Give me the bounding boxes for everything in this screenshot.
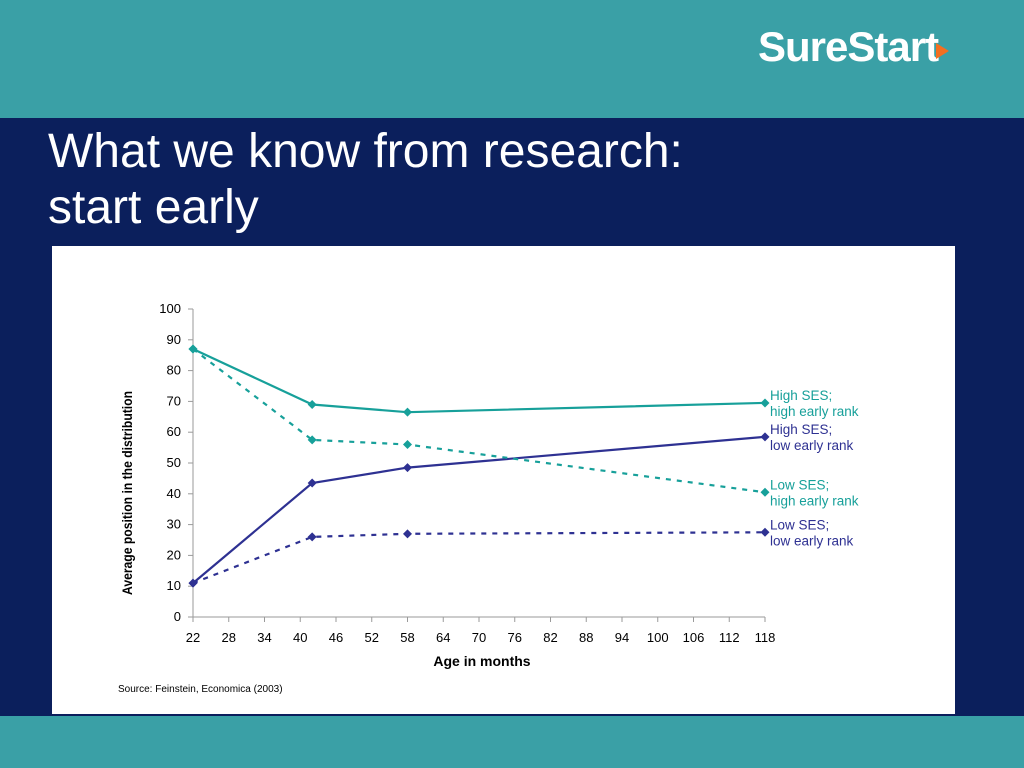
slide-title: What we know from research: start early (48, 124, 948, 236)
footer-band (0, 716, 1024, 768)
x-tick-label: 70 (472, 630, 486, 645)
y-tick-label: 50 (167, 455, 181, 470)
x-tick-label: 34 (257, 630, 271, 645)
data-point-marker (188, 578, 198, 588)
header-band (0, 0, 1024, 118)
y-tick-label: 40 (167, 486, 181, 501)
data-point-marker (188, 344, 198, 354)
data-point-marker (403, 529, 412, 539)
y-tick-label: 30 (167, 517, 181, 532)
x-tick-label: 64 (436, 630, 450, 645)
line-chart: 0 10 20 30 40 50 60 70 80 90 100 22 28 34 40 46 52 58 64 70… (119, 301, 859, 669)
x-tick-label: 28 (222, 630, 236, 645)
data-point-marker (403, 440, 412, 450)
data-point-marker (760, 398, 770, 408)
data-point-marker (307, 435, 317, 445)
legend-label-3-line2: high early rank (770, 493, 859, 508)
x-tick-label: 58 (400, 630, 414, 645)
y-tick-label: 90 (167, 332, 181, 347)
surestart-logo: Sure Start (758, 22, 950, 72)
data-point-marker (307, 532, 317, 542)
y-tick-label: 80 (167, 363, 181, 378)
x-tick-label: 88 (579, 630, 593, 645)
logo-text-sure: Sure (758, 23, 848, 70)
legend-label-1-line1: High SES; (770, 388, 832, 403)
data-point-marker (307, 478, 317, 488)
x-tick-label: 52 (365, 630, 379, 645)
data-point-marker (760, 432, 770, 442)
series-line-1 (192, 348, 766, 414)
x-tick-label: 82 (543, 630, 557, 645)
y-tick-label: 100 (159, 301, 181, 316)
x-tick-label: 76 (508, 630, 522, 645)
y-tick-label: 70 (167, 393, 181, 408)
data-point-marker (403, 407, 412, 417)
series-line-3 (192, 348, 766, 494)
y-tick-label: 20 (167, 547, 181, 562)
data-point-marker (760, 527, 770, 537)
slide-title-line1: What we know from research: (48, 125, 683, 178)
slide-title-line2: start early (48, 181, 259, 234)
legend-label-3-line1: Low SES; (770, 477, 829, 492)
y-axis-title: Average position in the distribution (119, 391, 135, 595)
data-point-marker (307, 399, 317, 409)
x-tick-label: 46 (329, 630, 343, 645)
source-note: Source: Feinstein, Economica (2003) (118, 684, 283, 695)
x-tick-label: 40 (293, 630, 307, 645)
play-triangle-icon (936, 43, 950, 59)
legend-label-4-line2: low early rank (770, 533, 854, 548)
y-tick-label: 0 (174, 609, 181, 624)
y-tick-label: 10 (167, 578, 181, 593)
x-tick-label: 106 (683, 630, 705, 645)
data-point-marker (403, 463, 412, 473)
logo-text-start: Start (847, 23, 939, 70)
x-tick-label: 118 (755, 630, 776, 645)
series-line-4 (192, 531, 766, 585)
x-tick-label: 22 (186, 630, 200, 645)
legend-label-1-line2: high early rank (770, 404, 859, 419)
legend-label-4-line1: Low SES; (770, 517, 829, 532)
x-tick-label: 100 (647, 630, 669, 645)
x-tick-label: 94 (615, 630, 629, 645)
x-axis-title: Age in months (433, 653, 530, 669)
y-tick-label: 60 (167, 424, 181, 439)
legend-label-2-line1: High SES; (770, 422, 832, 437)
data-point-marker (760, 487, 770, 497)
series-line-2 (192, 435, 766, 584)
legend-label-2-line2: low early rank (770, 438, 854, 453)
chart-panel: 0 10 20 30 40 50 60 70 80 90 100 22 28 34 40 46 52 58 64 70… (52, 246, 955, 714)
x-tick-label: 112 (719, 630, 740, 645)
